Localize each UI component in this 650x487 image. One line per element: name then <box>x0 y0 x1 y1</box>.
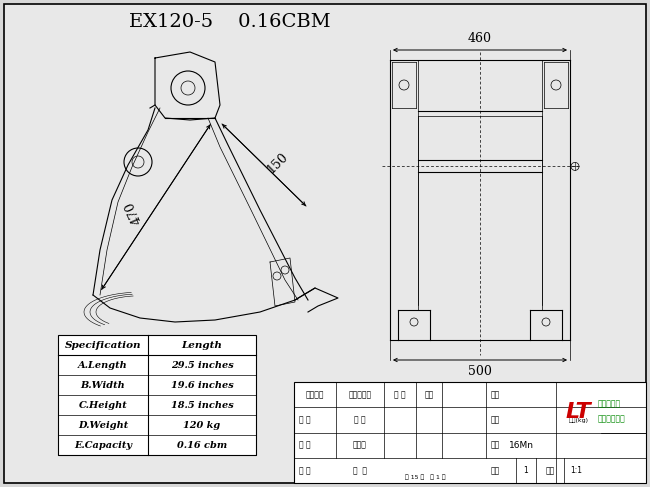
Text: 19.6 inches: 19.6 inches <box>170 380 233 390</box>
Text: 名称: 名称 <box>491 415 500 424</box>
Text: LT: LT <box>566 402 592 422</box>
Text: 比例: 比例 <box>545 466 554 475</box>
Text: 1:1: 1:1 <box>570 466 582 475</box>
Text: 批  准: 批 准 <box>353 466 367 475</box>
Text: 数量: 数量 <box>491 466 500 475</box>
Text: 标准化: 标准化 <box>353 441 367 450</box>
Text: C.Height: C.Height <box>79 400 127 410</box>
Text: 29.5 inches: 29.5 inches <box>170 360 233 370</box>
Text: 1: 1 <box>524 466 528 475</box>
Bar <box>294 382 646 483</box>
Text: 校 对: 校 对 <box>299 441 311 450</box>
Text: 图号: 图号 <box>491 390 500 399</box>
Text: 工 艺: 工 艺 <box>354 415 366 424</box>
Text: 150: 150 <box>265 150 291 176</box>
Text: 470: 470 <box>124 199 145 225</box>
Text: 120 kg: 120 kg <box>183 420 220 430</box>
Text: 重量(kg): 重量(kg) <box>569 417 588 423</box>
Text: Length: Length <box>181 340 222 350</box>
Text: 机械有限公司: 机械有限公司 <box>598 414 626 423</box>
Text: B.Width: B.Width <box>81 380 125 390</box>
Text: 审 核: 审 核 <box>299 466 311 475</box>
Text: 460: 460 <box>468 32 492 45</box>
Text: 日期: 日期 <box>424 390 434 399</box>
Text: 材料: 材料 <box>491 441 500 450</box>
Text: 版记处数: 版记处数 <box>306 390 324 399</box>
Text: 18.5 inches: 18.5 inches <box>170 400 233 410</box>
Text: 设 计: 设 计 <box>299 415 311 424</box>
Text: 签 名: 签 名 <box>394 390 406 399</box>
Bar <box>58 335 256 455</box>
Text: D.Weight: D.Weight <box>78 420 128 430</box>
Text: 0.16 cbm: 0.16 cbm <box>177 441 227 450</box>
Text: E.Capacity: E.Capacity <box>74 441 132 450</box>
Text: 广州市汇通: 广州市汇通 <box>598 399 621 408</box>
Text: A.Length: A.Length <box>78 360 128 370</box>
Text: EX120-5    0.16CBM: EX120-5 0.16CBM <box>129 13 331 31</box>
Text: 500: 500 <box>468 365 492 378</box>
Text: Specification: Specification <box>65 340 141 350</box>
Text: 共 15 张   第 1 张: 共 15 张 第 1 张 <box>405 474 445 480</box>
Text: 更改文件号: 更改文件号 <box>348 390 372 399</box>
Text: 16Mn: 16Mn <box>508 441 534 450</box>
